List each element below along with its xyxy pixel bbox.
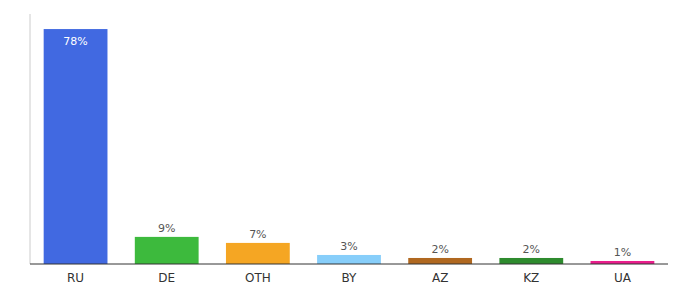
bar (499, 258, 563, 264)
data-label: 2% (523, 243, 540, 256)
x-tick-label: UA (614, 271, 632, 285)
chart: 78% 9% 7% 3% 2% 2% 1% RU DE OTH BY AZ KZ UA (0, 0, 680, 300)
bar (44, 29, 108, 264)
x-axis-line (30, 264, 668, 265)
data-label: 2% (431, 243, 448, 256)
data-label: 1% (614, 246, 631, 259)
data-label: 7% (249, 228, 266, 241)
bars (44, 29, 655, 264)
x-tick-label: AZ (432, 271, 448, 285)
x-tick-label: BY (342, 271, 358, 285)
x-tick-label: OTH (245, 271, 271, 285)
x-tick-label: KZ (523, 271, 539, 285)
data-label: 78% (63, 35, 87, 48)
data-label: 9% (158, 222, 175, 235)
y-axis-line (30, 14, 31, 264)
bar (317, 255, 381, 264)
data-labels: 78% 9% 7% 3% 2% 2% 1% (63, 35, 631, 259)
x-tick-label: RU (67, 271, 84, 285)
bar (408, 258, 472, 264)
bar (135, 237, 199, 264)
bar (226, 243, 290, 264)
data-label: 3% (340, 240, 357, 253)
x-tick-label: DE (158, 271, 175, 285)
